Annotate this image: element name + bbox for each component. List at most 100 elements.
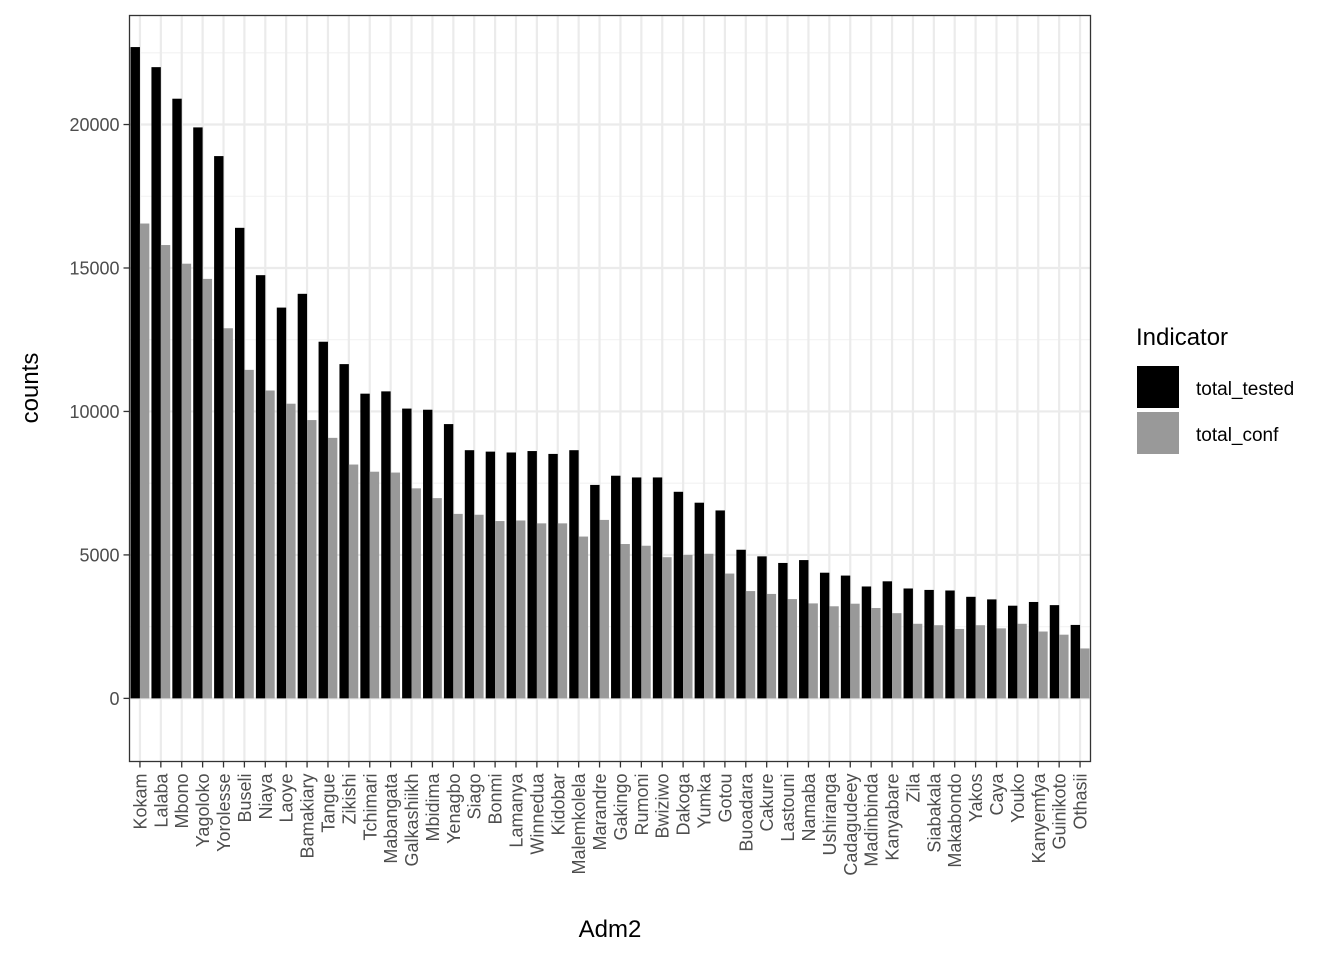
bar-total-conf [390,472,401,699]
bar-total-tested [1070,624,1081,699]
bar-total-tested [778,562,788,699]
bar-total-conf [495,521,505,699]
bar-total-tested [840,575,851,699]
x-tick-label: Buoadara [736,773,756,852]
x-axis: Kokam Lalaba Mbono Yagoloko Yorolesse Buseli N… [130,761,1091,876]
bar-total-tested [945,590,955,699]
bar-total-conf [536,523,547,699]
bars [130,47,1090,699]
bar-total-tested [631,477,642,699]
x-tick-label: Kanyabare [883,774,903,861]
bar-total-conf [787,599,797,699]
legend-key-total-conf [1137,412,1179,454]
x-tick-label: Guinikoto [1050,774,1070,850]
bar-total-tested [819,572,830,699]
bar-total-conf [766,593,777,699]
bar-total-tested [423,409,433,699]
x-tick-label: Caya [987,773,1007,816]
x-tick-label: Bonmi [486,774,506,825]
y-axis-title: counts [17,353,44,424]
bar-total-tested [214,156,224,699]
bar-total-tested [130,47,140,699]
x-tick-label: Lastouni [778,774,798,842]
x-tick-label: Bamakiary [298,774,318,859]
bar-total-tested [736,549,746,699]
bar-total-conf [933,625,944,699]
bar-total-conf [1038,631,1048,699]
bar-total-conf [641,545,651,699]
bar-total-tested [318,341,328,699]
bar-total-tested [381,391,391,699]
bar-total-conf [181,263,192,699]
bar-total-conf [411,488,421,699]
x-tick-label: Youko [1008,774,1028,823]
y-tick-label: 10000 [69,402,119,422]
bar-total-tested [673,491,684,699]
bar-total-tested [527,451,537,699]
bar-total-tested [966,596,976,699]
x-tick-label: Kokam [130,774,150,830]
bar-total-tested [924,589,934,699]
bar-total-tested [402,408,412,699]
x-tick-label: Galkashiikh [402,774,422,867]
bar-total-tested [193,127,203,699]
bar-total-conf [578,536,589,699]
x-tick-label: Kidobar [548,773,568,835]
bar-total-conf [432,498,442,699]
bar-total-conf [1017,623,1027,699]
bar-total-tested [861,586,872,699]
bar-total-tested [799,560,809,699]
legend-key-total-tested [1137,366,1179,408]
bar-total-tested [443,424,454,699]
bar-total-conf [912,623,923,699]
bar-total-tested [360,393,370,699]
bar-total-tested [882,581,893,699]
x-tick-label: Marandre [590,774,610,851]
bar-total-conf [620,544,630,699]
x-tick-label: Yakos [966,774,986,823]
x-tick-label: Niaya [256,773,276,820]
bar-total-tested [1028,601,1039,699]
x-tick-label: Winnedua [527,773,547,855]
bar-total-tested [485,451,496,699]
bar-total-tested [1007,605,1018,699]
bar-total-tested [569,450,579,699]
x-tick-label: Bwiziwo [653,774,673,839]
bar-total-conf [996,628,1006,699]
bar-total-conf [662,557,672,699]
bar-total-conf [599,519,609,699]
bar-total-conf [244,369,254,699]
y-tick-label: 15000 [69,258,119,278]
x-tick-label: Tchimari [360,774,380,841]
bar-total-conf [975,625,985,699]
x-tick-label: Yenagbo [444,774,464,844]
x-tick-label: Ushiranga [820,773,840,856]
x-tick-label: Othasii [1071,774,1091,830]
bar-total-conf [829,606,839,699]
bar-total-tested [255,275,266,699]
x-tick-label: Malemkolela [569,773,589,875]
y-tick-label: 0 [109,689,119,709]
x-tick-label: Yumka [695,773,715,829]
bar-total-conf [683,554,693,699]
x-tick-label: Yorolesse [214,774,234,852]
bar-total-conf [139,223,150,699]
bar-total-conf [327,437,338,699]
bar-total-tested [151,67,161,699]
x-tick-label: Dakoga [674,773,694,836]
x-tick-label: Gotou [715,774,735,823]
x-tick-label: Buseli [235,774,255,823]
y-tick-label: 20000 [69,115,119,135]
x-tick-label: Mbidima [423,773,443,842]
bar-total-conf [474,514,484,699]
x-tick-label: Yagoloko [193,774,213,848]
bar-total-tested [172,98,182,699]
x-tick-label: Cakure [757,774,777,832]
x-tick-label: Kanyemfya [1029,773,1049,864]
bar-total-conf [808,603,818,699]
bar-total-conf [850,603,860,699]
bar-total-conf [704,553,714,699]
bar-total-tested [652,477,663,699]
bar-total-tested [757,556,767,699]
bar-total-tested [1049,605,1060,699]
